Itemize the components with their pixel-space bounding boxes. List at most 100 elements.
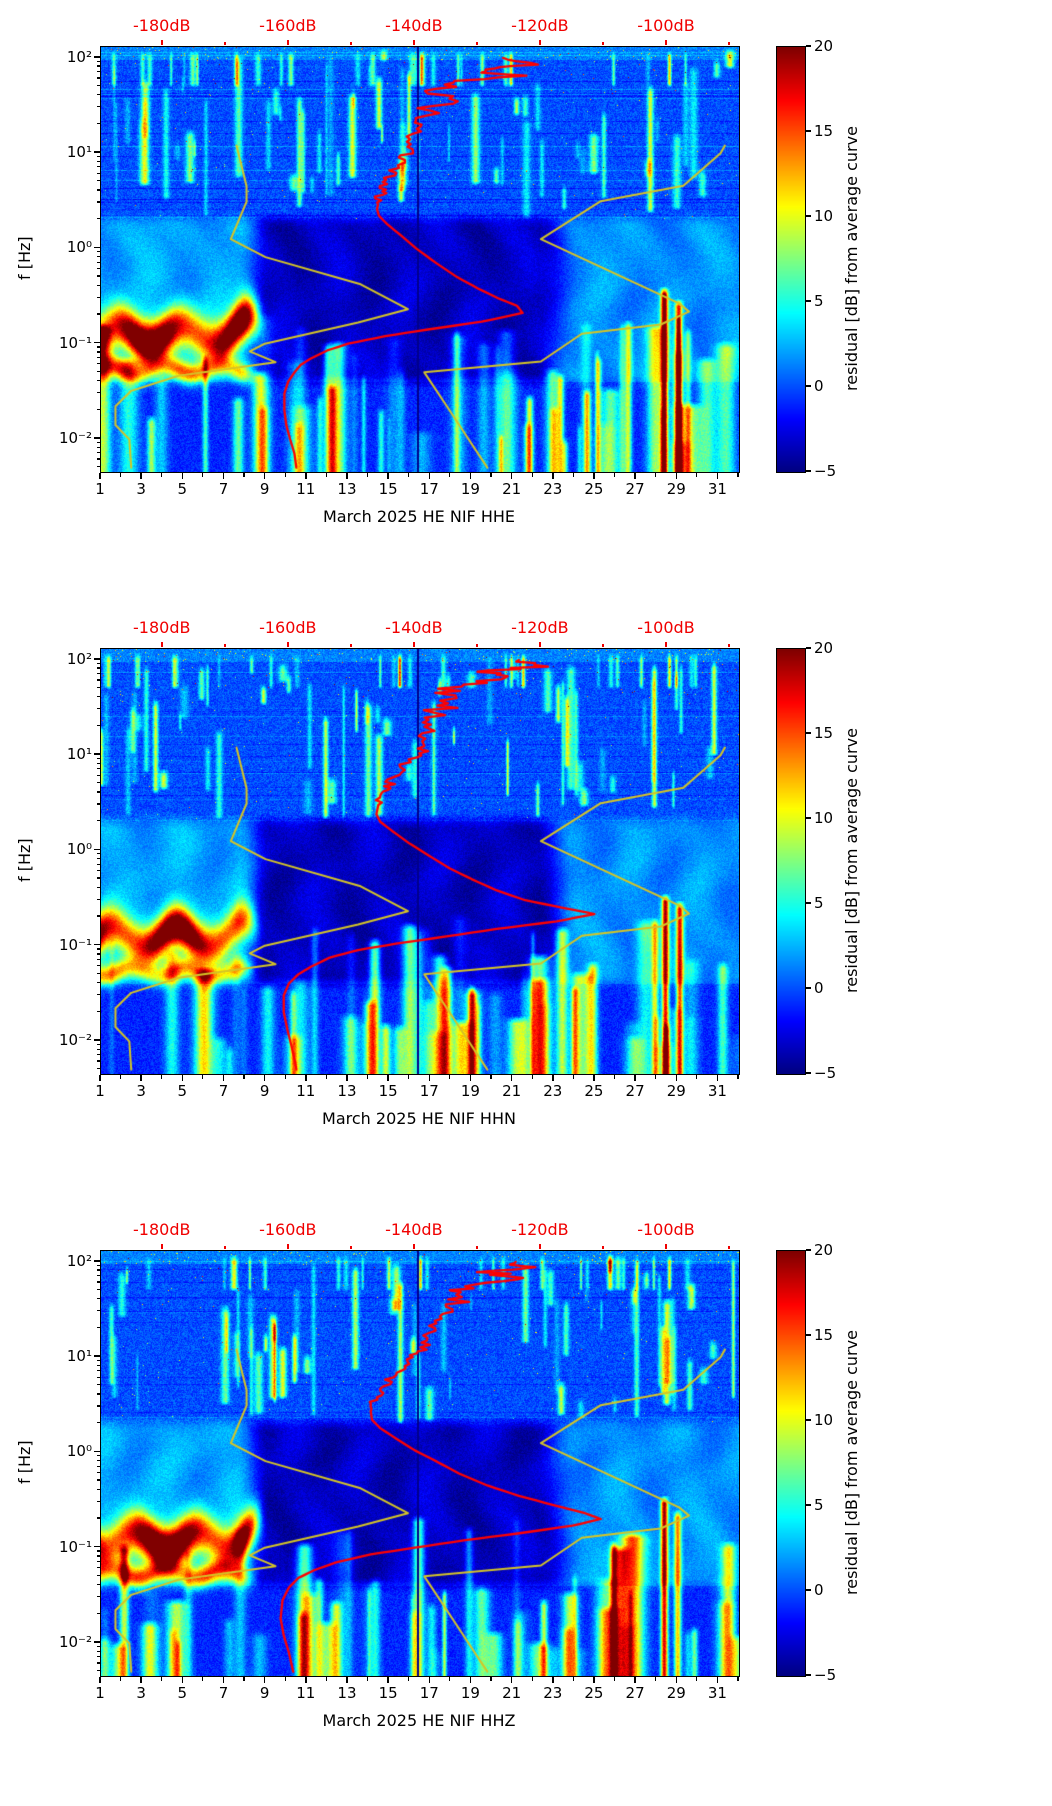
x-tick-label: 15 — [378, 1684, 398, 1702]
y-minor-tick — [96, 869, 100, 872]
y-major-tick — [94, 437, 100, 439]
y-tick-label: 10⁻² — [58, 428, 92, 447]
x-major-tick — [140, 1677, 142, 1683]
x-tick-label: 23 — [543, 1082, 563, 1100]
top-axis-tick-label: -160dB — [259, 618, 317, 637]
y-minor-tick — [96, 791, 100, 793]
colorbar-tick — [806, 1589, 811, 1591]
x-major-tick — [346, 1075, 348, 1081]
colorbar-tick — [806, 385, 811, 387]
y-minor-tick — [96, 1264, 100, 1266]
y-minor-tick — [96, 1370, 100, 1372]
x-tick-label: 19 — [460, 1082, 480, 1100]
y-minor-tick — [96, 774, 100, 776]
y-minor-tick — [96, 724, 100, 727]
spectrogram-plot-hhe — [100, 46, 740, 473]
top-axis-major-tick — [412, 40, 415, 45]
y-minor-tick — [96, 160, 100, 162]
x-tick-label: 1 — [95, 480, 105, 498]
y-axis-label: f [Hz] — [15, 236, 34, 281]
x-tick-label: 17 — [419, 1684, 439, 1702]
colorbar-tick-label: 0 — [814, 1581, 824, 1599]
x-minor-tick — [202, 1677, 204, 1681]
top-axis-major-tick — [412, 642, 415, 647]
x-major-tick — [222, 1075, 225, 1081]
y-minor-tick — [96, 1364, 100, 1366]
x-minor-tick — [284, 1677, 286, 1681]
x-tick-label: 23 — [543, 1684, 563, 1702]
y-minor-tick — [96, 1422, 100, 1424]
colorbar-tick-label: 5 — [814, 292, 824, 310]
x-major-tick — [428, 1075, 431, 1081]
top-axis-major-tick — [160, 1244, 163, 1249]
y-minor-tick — [96, 256, 100, 258]
x-major-tick — [469, 473, 472, 479]
x-major-tick — [387, 1075, 389, 1081]
top-axis-tick-label: -160dB — [259, 16, 317, 35]
y-minor-tick — [96, 953, 100, 955]
colorbar-tick-label: 15 — [814, 724, 834, 742]
top-axis-major-tick — [412, 1244, 415, 1249]
y-minor-tick — [96, 1326, 100, 1329]
y-major-tick — [94, 658, 100, 660]
y-minor-tick — [96, 948, 100, 950]
colorbar-tick — [806, 130, 811, 132]
x-major-tick — [593, 473, 595, 479]
top-axis-minor-tick — [350, 1246, 352, 1249]
colorbar-tick-label: 15 — [814, 122, 834, 140]
colorbar-canvas — [777, 1251, 805, 1676]
y-minor-tick — [96, 1310, 100, 1312]
x-minor-tick — [161, 1677, 163, 1681]
y-minor-tick — [96, 1384, 100, 1386]
y-minor-tick — [96, 201, 100, 203]
y-minor-tick — [96, 94, 100, 96]
x-tick-label: 19 — [460, 1684, 480, 1702]
top-axis-minor-tick — [350, 644, 352, 647]
colorbar-tick — [806, 1334, 811, 1336]
x-minor-tick — [119, 1677, 122, 1681]
y-minor-tick — [96, 452, 100, 454]
y-minor-tick — [96, 1460, 100, 1462]
colorbar-tick-label: −5 — [814, 1064, 837, 1082]
y-minor-tick — [96, 261, 100, 263]
x-major-tick — [510, 1075, 513, 1081]
top-axis-minor-tick — [350, 42, 352, 45]
x-tick-label: 21 — [502, 1684, 522, 1702]
x-minor-tick — [325, 1677, 327, 1681]
top-axis-tick-label: -120dB — [511, 16, 569, 35]
x-major-tick — [140, 473, 142, 479]
x-major-tick — [263, 473, 266, 479]
top-axis-major-tick — [664, 40, 667, 45]
colorbar-tick-label: −5 — [814, 462, 837, 480]
y-tick-label: 10² — [66, 649, 92, 668]
y-minor-tick — [96, 1471, 100, 1474]
x-minor-tick — [572, 1677, 574, 1681]
colorbar-tick — [806, 470, 811, 472]
y-minor-tick — [96, 803, 100, 805]
x-major-tick — [469, 1075, 472, 1081]
y-major-tick — [94, 943, 100, 946]
colorbar-tick — [806, 1504, 811, 1506]
x-tick-label: 7 — [218, 1082, 229, 1100]
x-tick-label: 1 — [95, 1082, 105, 1100]
x-major-tick — [387, 1677, 389, 1683]
y-minor-tick — [96, 1662, 100, 1664]
y-tick-label: 10⁻¹ — [58, 935, 92, 954]
x-minor-tick — [325, 473, 327, 477]
top-axis-tick-label: -140dB — [385, 618, 443, 637]
y-minor-tick — [96, 1560, 100, 1563]
top-axis-tick-label: -180dB — [133, 1220, 191, 1239]
y-minor-tick — [96, 782, 100, 784]
x-minor-tick — [284, 473, 286, 477]
colorbar-label: residual [dB] from average curve — [842, 126, 861, 391]
x-minor-tick — [737, 473, 739, 477]
x-major-tick — [305, 1075, 307, 1081]
x-tick-label: 29 — [666, 480, 686, 498]
y-minor-tick — [96, 708, 100, 710]
y-minor-tick — [96, 218, 100, 220]
x-tick-label: 5 — [177, 1684, 188, 1702]
x-minor-tick — [490, 473, 492, 477]
top-axis-tick-label: -180dB — [133, 16, 191, 35]
x-tick-label: 3 — [136, 480, 146, 498]
y-minor-tick — [96, 275, 100, 277]
